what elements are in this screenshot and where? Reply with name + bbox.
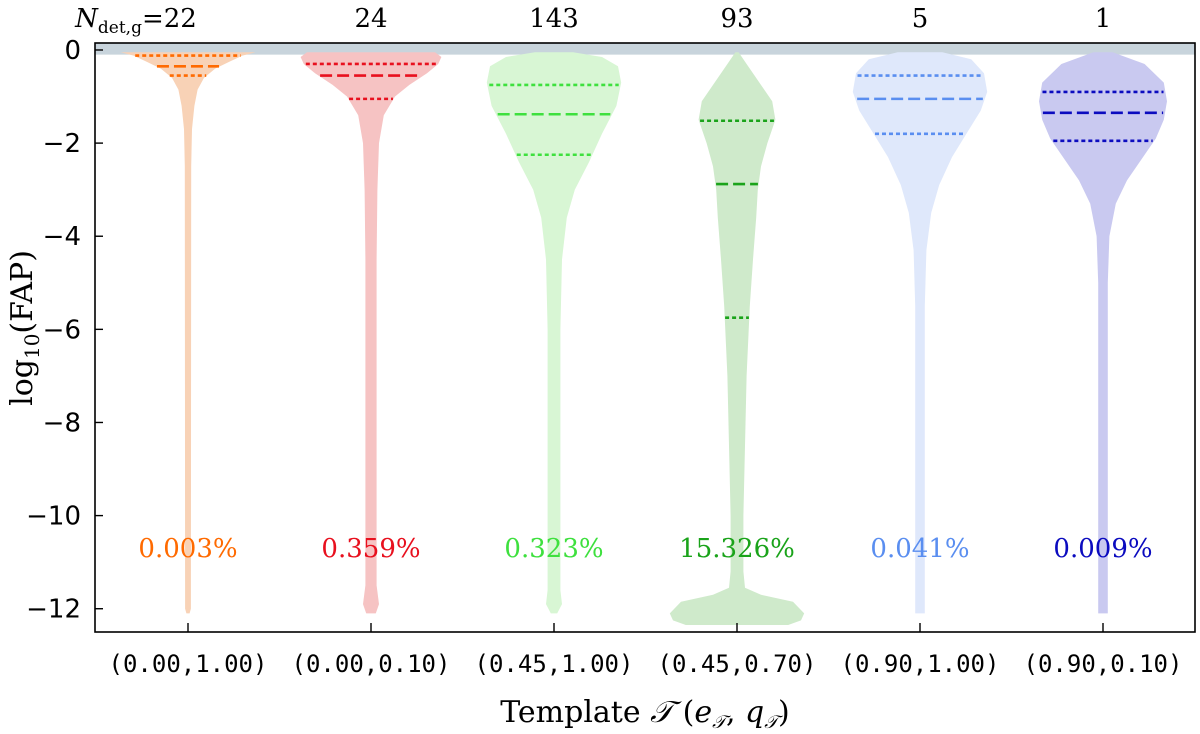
y-tick-label: −4 (43, 222, 81, 252)
x-tick-label: (0.00,1.00) (109, 650, 268, 678)
count-label: 24 (354, 4, 387, 34)
axes-frame (94, 42, 1196, 633)
count-label: 93 (720, 4, 753, 34)
percent-labels: 0.003% 0.359% 0.323% 15.326% 0.041% 0.009% (138, 534, 1152, 564)
violin-body (852, 52, 988, 614)
violin-body (669, 52, 805, 626)
x-axis: (0.00,1.00) (0.00,0.10) (0.45,1.00) (0.45,0… (109, 623, 1183, 678)
violin-body (1039, 52, 1167, 614)
violin-body (300, 52, 442, 614)
y-tick-label: −8 (43, 408, 81, 438)
count-label: 143 (529, 4, 579, 34)
violin-3 (669, 52, 805, 626)
y-axis: 0 −2 −4 −6 −8 −10 −12 (26, 36, 103, 625)
violin-5 (1039, 52, 1167, 614)
violins-layer (120, 52, 1167, 626)
violin-4 (852, 52, 988, 614)
y-tick-label: −2 (43, 129, 81, 159)
percent-label: 0.041% (870, 534, 969, 564)
count-label: 5 (912, 4, 929, 34)
percent-label: 0.003% (138, 534, 237, 564)
x-tick-label: (0.90,0.10) (1024, 650, 1183, 678)
count-labels: Ndet,g=22 24 143 93 5 1 (74, 4, 1111, 38)
x-axis-title: Template 𝒯 (e𝒯, q𝒯) (500, 695, 790, 733)
y-tick-label: −12 (26, 595, 81, 625)
violin-1 (300, 52, 442, 614)
percent-label: 0.009% (1053, 534, 1152, 564)
y-tick-label: −6 (43, 315, 81, 345)
y-tick-label: −10 (26, 502, 81, 532)
count-label: Ndet,g=22 (74, 4, 197, 38)
plot-area (94, 42, 1196, 633)
x-tick-label: (0.90,1.00) (841, 650, 1000, 678)
y-axis-title: log10(FAP) (5, 250, 44, 406)
x-tick-label: (0.45,1.00) (475, 650, 634, 678)
x-tick-label: (0.00,0.10) (292, 650, 451, 678)
shaded-band (95, 43, 1195, 55)
percent-label: 15.326% (679, 534, 795, 564)
percent-label: 0.323% (504, 534, 603, 564)
count-label: 1 (1095, 4, 1112, 34)
y-tick-label: 0 (64, 36, 81, 66)
violin-body (486, 52, 622, 614)
x-tick-label: (0.45,0.70) (658, 650, 817, 678)
violin-0 (120, 52, 256, 614)
percent-label: 0.359% (321, 534, 420, 564)
violin-body (120, 52, 256, 614)
violin-2 (486, 52, 622, 614)
